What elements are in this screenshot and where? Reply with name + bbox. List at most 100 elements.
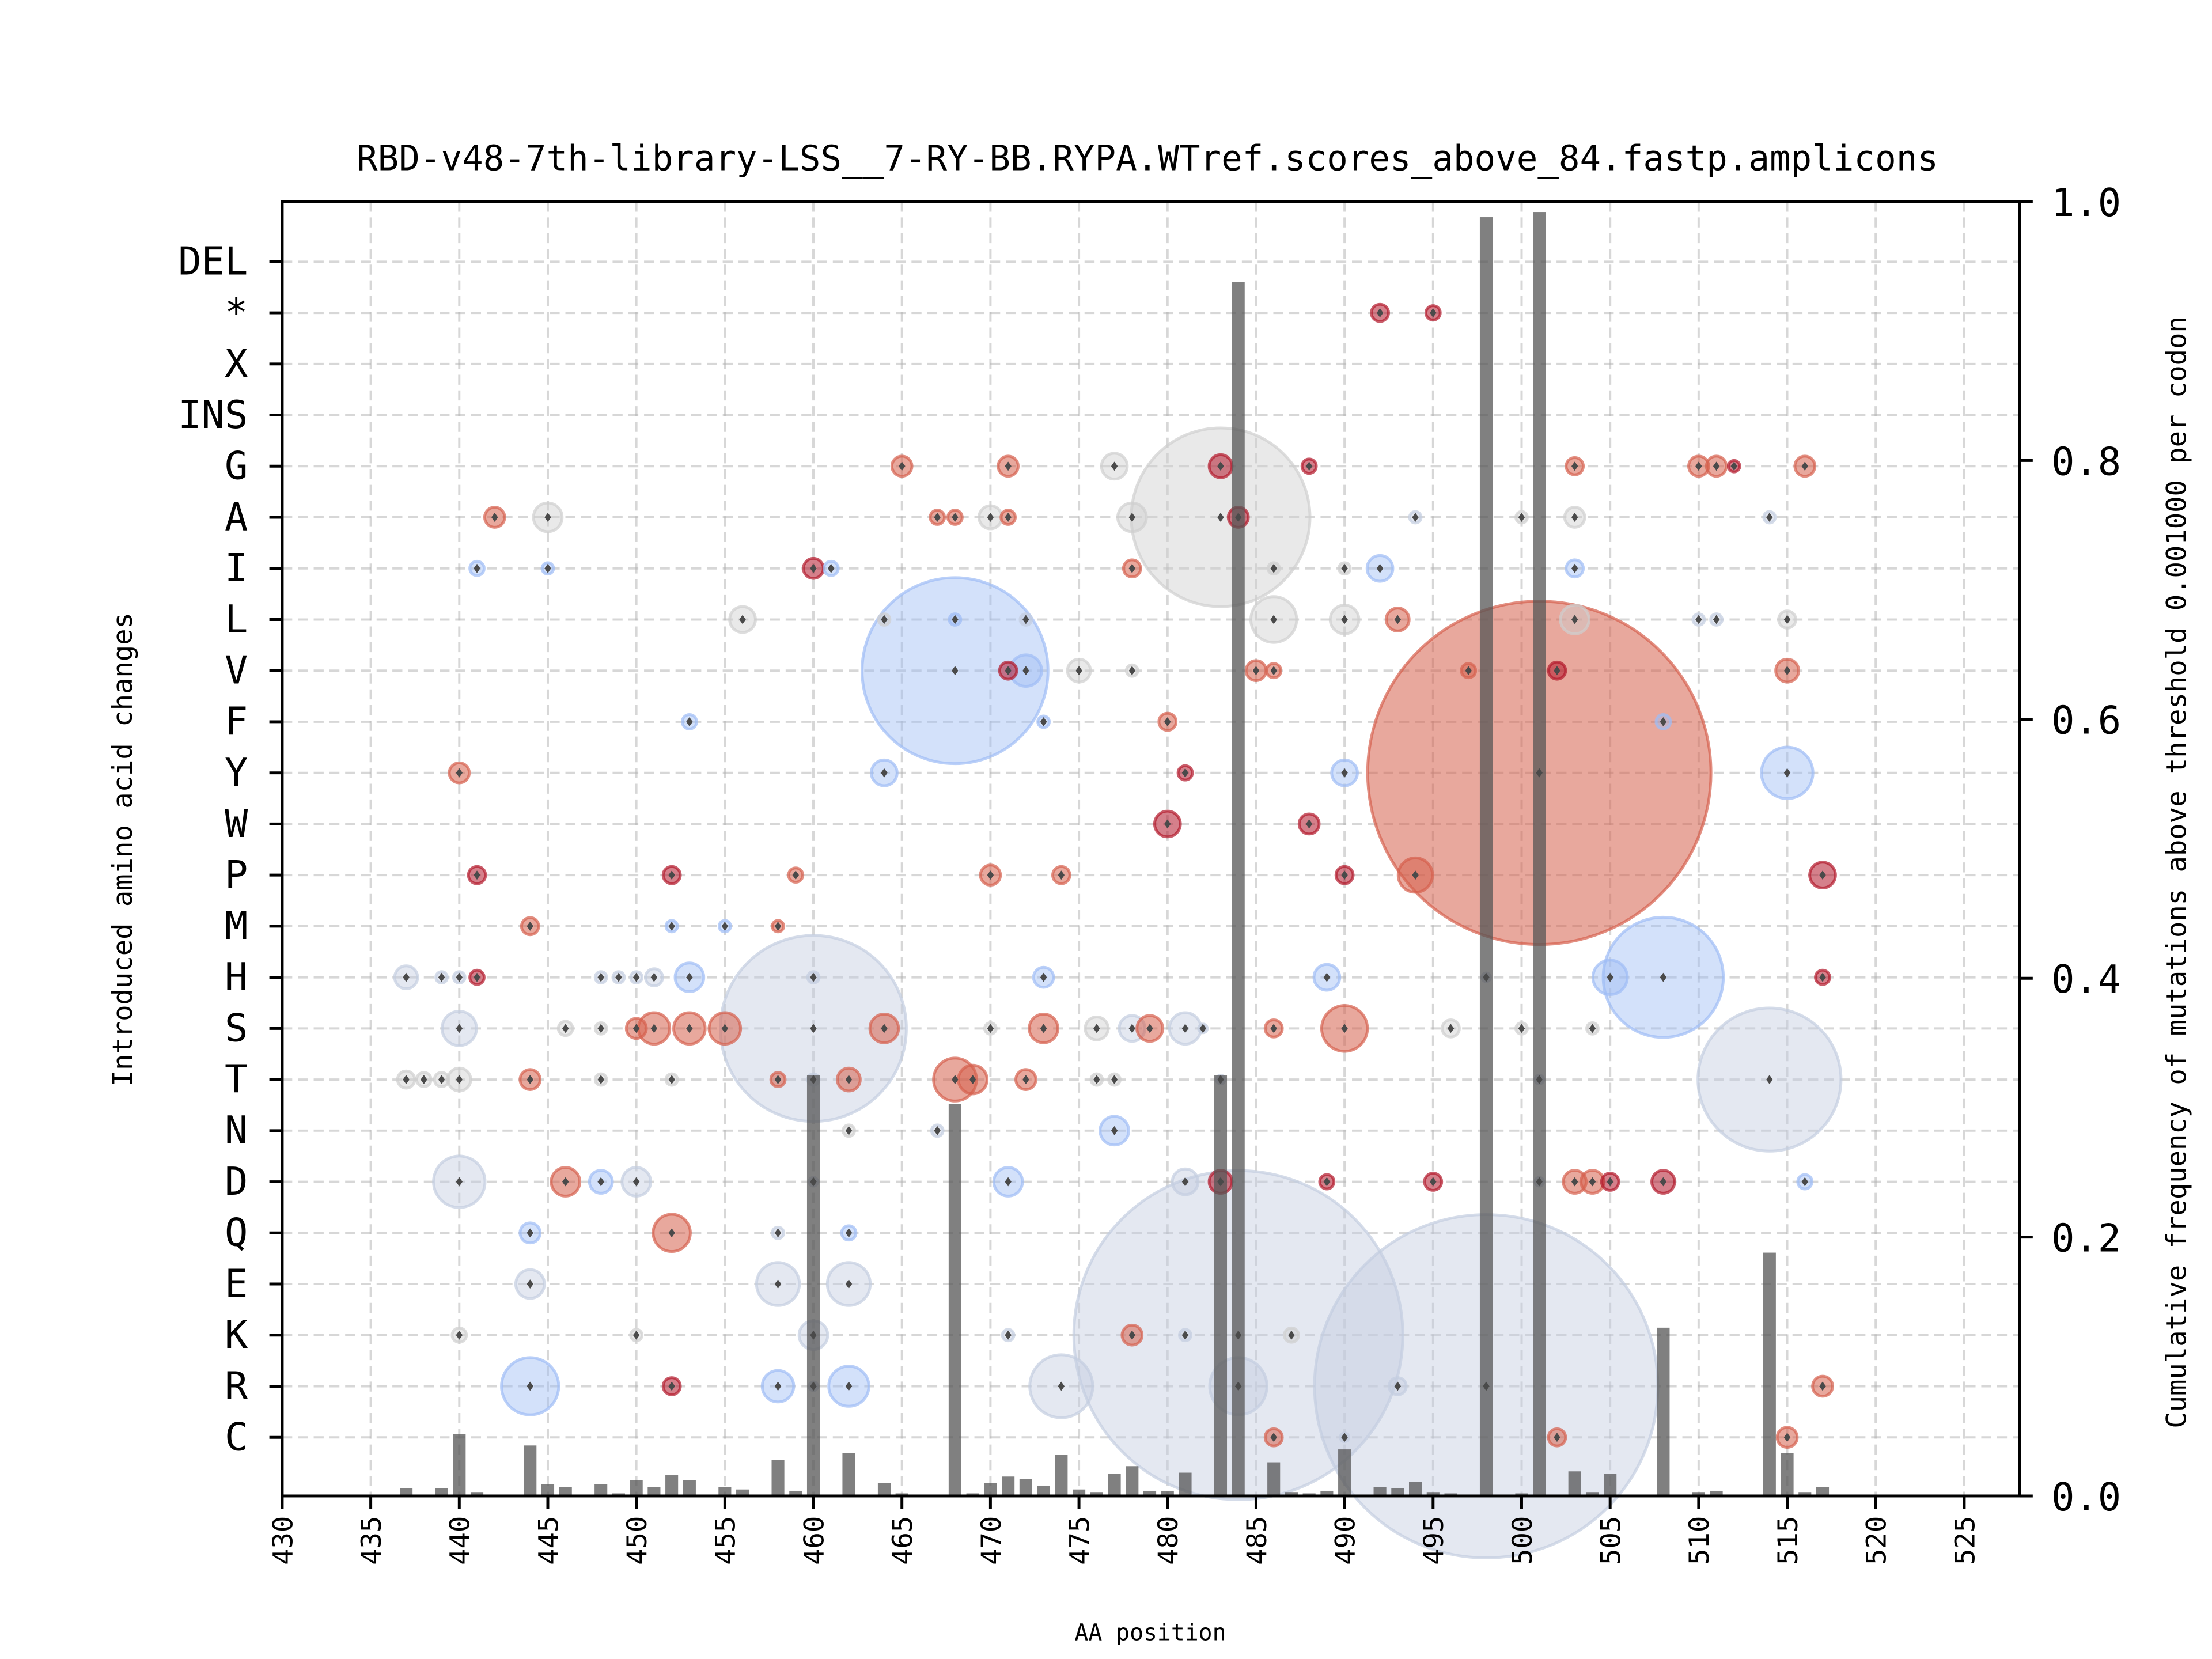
frequency-bar-510 <box>1692 1492 1705 1496</box>
frequency-bar-504 <box>1586 1492 1599 1496</box>
diamond-marker-icon <box>1217 461 1224 471</box>
chart-title: RBD-v48-7th-library-LSS__7-RY-BB.RYPA.WT… <box>357 138 1938 179</box>
diamond-marker-icon <box>1111 461 1118 471</box>
diamond-marker-icon <box>1058 1381 1065 1391</box>
y-tick-label: T <box>225 1056 248 1101</box>
frequency-bar-468 <box>948 1104 961 1496</box>
diamond-marker-icon <box>686 1024 693 1033</box>
diamond-marker-icon <box>456 1024 463 1033</box>
diamond-marker-icon <box>1465 666 1472 676</box>
diamond-marker-icon <box>1288 1330 1295 1340</box>
frequency-bar-475 <box>1073 1489 1086 1496</box>
diamond-marker-icon <box>632 1024 640 1033</box>
diamond-marker-icon <box>1234 513 1242 522</box>
diamond-marker-icon <box>1128 513 1135 522</box>
diamond-marker-icon <box>474 563 480 573</box>
diamond-marker-icon <box>881 615 888 624</box>
frequency-bar-516 <box>1798 1492 1812 1496</box>
diamond-marker-icon <box>597 1024 604 1033</box>
diamond-marker-icon <box>845 1279 853 1289</box>
y-tick-label: DEL <box>178 239 248 284</box>
diamond-marker-icon <box>1766 1075 1773 1085</box>
diamond-marker-icon <box>1783 768 1791 778</box>
diamond-marker-icon <box>1607 972 1613 982</box>
diamond-marker-icon <box>952 1075 959 1085</box>
diamond-marker-icon <box>668 1228 675 1238</box>
diamond-marker-icon <box>828 563 835 573</box>
diamond-marker-icon <box>845 1228 853 1238</box>
diamond-marker-icon <box>1518 1024 1525 1033</box>
frequency-bar-489 <box>1320 1490 1334 1496</box>
diamond-marker-icon <box>1660 717 1667 726</box>
diamond-marker-icon <box>438 972 445 982</box>
y-tick-label: N <box>225 1108 248 1153</box>
frequency-bar-514 <box>1763 1252 1776 1496</box>
diamond-marker-icon <box>810 1381 817 1391</box>
diamond-marker-icon <box>1430 1177 1437 1187</box>
diamond-marker-icon <box>881 1024 888 1033</box>
diamond-marker-icon <box>845 1381 853 1391</box>
diamond-marker-icon <box>1783 1433 1791 1442</box>
diamond-marker-icon <box>934 1126 941 1135</box>
frequency-bar-495 <box>1426 1492 1440 1496</box>
diamond-marker-icon <box>1323 1177 1331 1187</box>
frequency-bar-456 <box>736 1489 749 1496</box>
diamond-marker-icon <box>1234 1381 1242 1391</box>
diamond-marker-icon <box>1128 1024 1135 1033</box>
frequency-bar-477 <box>1108 1474 1121 1496</box>
frequency-bar-483 <box>1214 1075 1228 1496</box>
frequency-bar-446 <box>559 1487 572 1496</box>
frequency-bar-492 <box>1373 1487 1387 1496</box>
diamond-marker-icon <box>1022 1075 1029 1085</box>
diamond-marker-icon <box>810 972 817 982</box>
diamond-marker-icon <box>1040 972 1047 982</box>
diamond-marker-icon <box>774 1228 782 1238</box>
diamond-marker-icon <box>774 1381 782 1391</box>
diamond-marker-icon <box>1730 461 1738 471</box>
diamond-marker-icon <box>1270 666 1277 676</box>
y-tick-label: X <box>225 341 248 386</box>
y-tick-label: A <box>225 494 248 539</box>
x-tick-label: 455 <box>710 1516 742 1565</box>
diamond-marker-icon <box>899 461 906 471</box>
frequency-bar-459 <box>789 1490 802 1496</box>
diamond-marker-icon <box>1341 615 1348 624</box>
diamond-marker-icon <box>1518 513 1525 522</box>
y-axis-left-label: Introduced amino acid changes <box>107 612 139 1086</box>
diamond-marker-icon <box>1571 513 1578 522</box>
frequency-bar-505 <box>1604 1474 1617 1496</box>
y-tick-label: G <box>225 444 248 488</box>
diamond-marker-icon <box>1199 1024 1206 1033</box>
x-tick-label: 435 <box>356 1516 388 1565</box>
diamond-marker-icon <box>1571 615 1578 624</box>
y-tick-label: D <box>225 1159 248 1204</box>
diamond-marker-icon <box>456 768 463 778</box>
frequency-bar-511 <box>1710 1490 1723 1496</box>
diamond-marker-icon <box>1022 666 1029 676</box>
diamond-marker-icon <box>1022 615 1029 624</box>
frequency-bar-462 <box>842 1453 855 1496</box>
diamond-marker-icon <box>650 972 658 982</box>
x-tick-label: 480 <box>1153 1516 1184 1565</box>
frequency-bar-484 <box>1232 282 1245 1496</box>
frequency-bar-476 <box>1090 1492 1103 1496</box>
y-tick-label: * <box>225 290 248 335</box>
diamond-marker-icon <box>1341 1433 1348 1442</box>
frequency-bar-473 <box>1037 1485 1050 1496</box>
diamond-marker-icon <box>934 513 941 522</box>
diamond-marker-icon <box>739 615 746 624</box>
diamond-marker-icon <box>527 1228 533 1238</box>
diamond-marker-icon <box>1341 1024 1348 1033</box>
diamond-marker-icon <box>686 717 693 726</box>
diamond-marker-icon <box>632 972 640 982</box>
right-tick-label: 0.8 <box>2051 439 2121 484</box>
x-tick-label: 500 <box>1507 1516 1539 1565</box>
diamond-marker-icon <box>1128 666 1135 676</box>
frequency-bar-493 <box>1391 1488 1404 1496</box>
diamond-marker-icon <box>562 1024 569 1033</box>
diamond-marker-icon <box>474 972 480 982</box>
diamond-marker-icon <box>1341 563 1348 573</box>
x-tick-label: 485 <box>1241 1516 1273 1565</box>
diamond-marker-icon <box>1040 717 1047 726</box>
